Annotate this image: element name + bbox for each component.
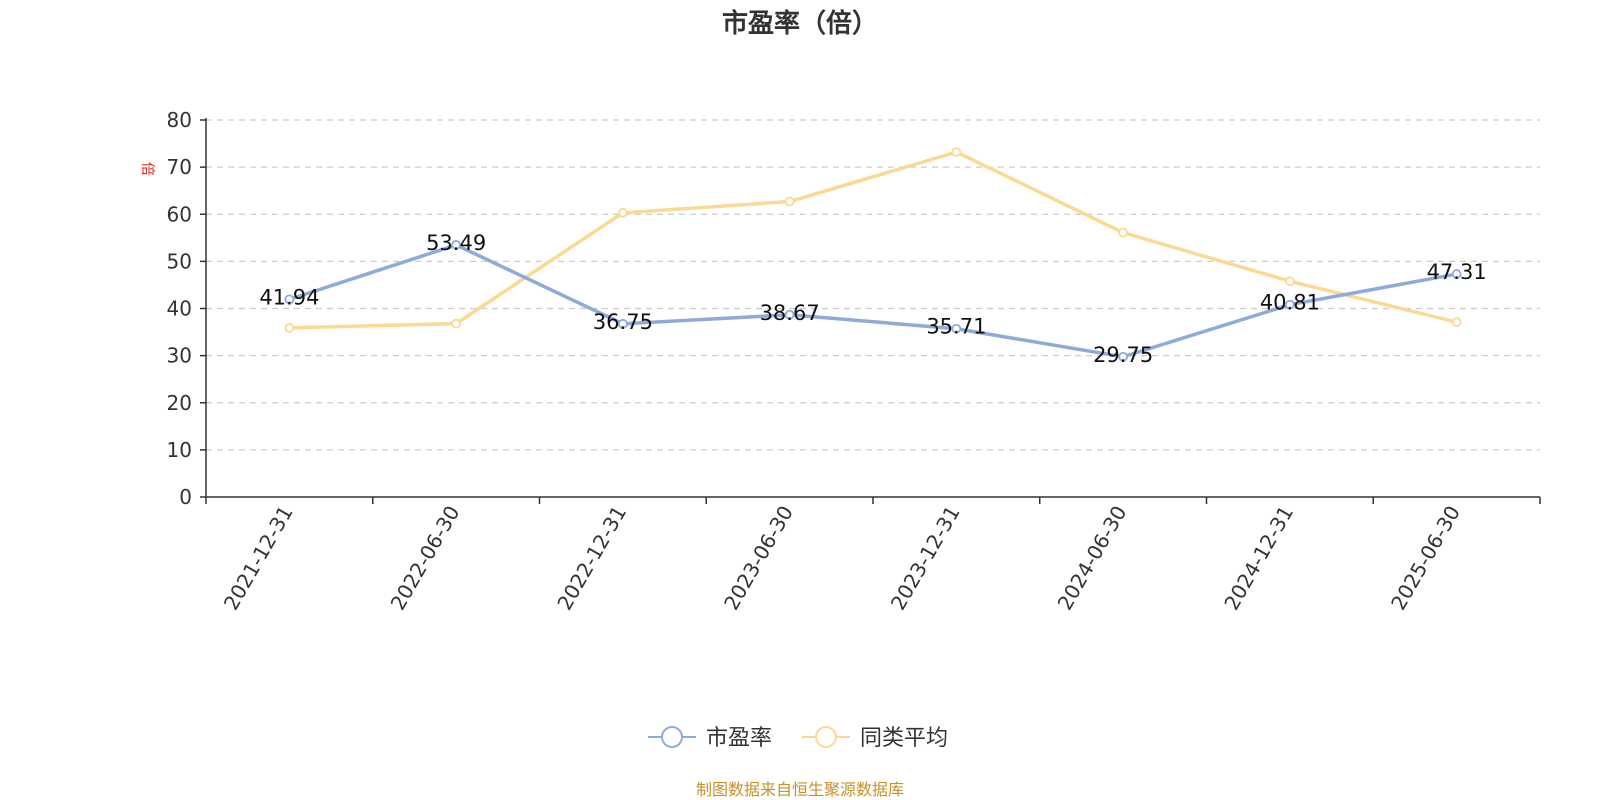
x-tick-label: 2022-12-31 xyxy=(552,502,631,615)
data-label: 47.31 xyxy=(1427,260,1487,284)
legend-label: 同类平均 xyxy=(860,726,948,751)
data-point[interactable] xyxy=(617,207,628,218)
x-tick-label: 2024-06-30 xyxy=(1053,502,1132,615)
data-labels: 41.94 53.49 36.75 38.67 35.71 29.75 40.81 47.31 xyxy=(259,231,1486,367)
y-tick-label: 50 xyxy=(167,249,192,273)
legend-item-1[interactable]: 同类平均 xyxy=(802,726,948,751)
data-point[interactable] xyxy=(1284,299,1295,310)
data-point[interactable] xyxy=(1118,227,1129,238)
source-note: 制图数据来自恒生聚源数据库 xyxy=(696,780,904,799)
legend-label: 市盈率 xyxy=(706,726,772,751)
y-tick-label: 40 xyxy=(167,297,192,321)
legend-marker xyxy=(661,726,683,748)
data-label: 35.71 xyxy=(926,315,986,339)
y-tick-label: 80 xyxy=(167,108,192,132)
data-point[interactable] xyxy=(451,240,462,250)
grid-lines xyxy=(206,119,1540,451)
y-tick-label: 0 xyxy=(179,485,192,509)
data-point[interactable] xyxy=(1118,351,1129,362)
legend-item-0[interactable]: 市盈率 xyxy=(648,726,772,751)
y-tick-label: 30 xyxy=(167,344,192,368)
legend[interactable]: 市盈率 同类平均 xyxy=(648,726,948,751)
y-tick-label: 70 xyxy=(167,155,192,179)
data-point[interactable] xyxy=(1284,276,1295,287)
data-label: 38.67 xyxy=(760,301,820,325)
series-line-1 xyxy=(289,150,1458,330)
chart-title: 市盈率（倍） xyxy=(722,8,878,39)
x-tick-label: 2025-06-30 xyxy=(1386,502,1465,615)
data-point[interactable] xyxy=(1451,317,1462,328)
series xyxy=(284,147,1462,362)
data-label: 53.49 xyxy=(426,231,486,255)
x-tick-label: 2024-12-31 xyxy=(1219,502,1298,615)
data-point[interactable] xyxy=(951,147,962,157)
data-label: 29.75 xyxy=(1093,343,1153,367)
data-label: 41.94 xyxy=(259,285,319,309)
y-tick-label: 60 xyxy=(167,202,192,226)
x-tick-label: 2023-06-30 xyxy=(719,502,798,615)
data-point[interactable] xyxy=(951,323,962,334)
data-point[interactable] xyxy=(284,322,295,333)
series-line-0 xyxy=(288,243,1457,359)
legend-marker xyxy=(815,726,837,748)
data-point[interactable] xyxy=(1451,269,1462,279)
data-point[interactable] xyxy=(784,309,795,320)
x-tick-label: 2023-12-31 xyxy=(886,502,965,615)
data-point[interactable] xyxy=(784,196,795,207)
data-point[interactable] xyxy=(451,318,462,329)
x-tick-label: 2022-06-30 xyxy=(386,502,465,615)
data-label: 40.81 xyxy=(1260,291,1320,315)
y-tick-label: 10 xyxy=(167,438,192,462)
data-label: 36.75 xyxy=(593,310,653,334)
y-axis-unit: 倍 xyxy=(139,162,155,176)
x-tick-label: 2021-12-31 xyxy=(219,502,298,615)
data-point[interactable] xyxy=(617,318,628,329)
y-tick-label: 20 xyxy=(167,391,192,415)
data-point[interactable] xyxy=(284,294,295,305)
